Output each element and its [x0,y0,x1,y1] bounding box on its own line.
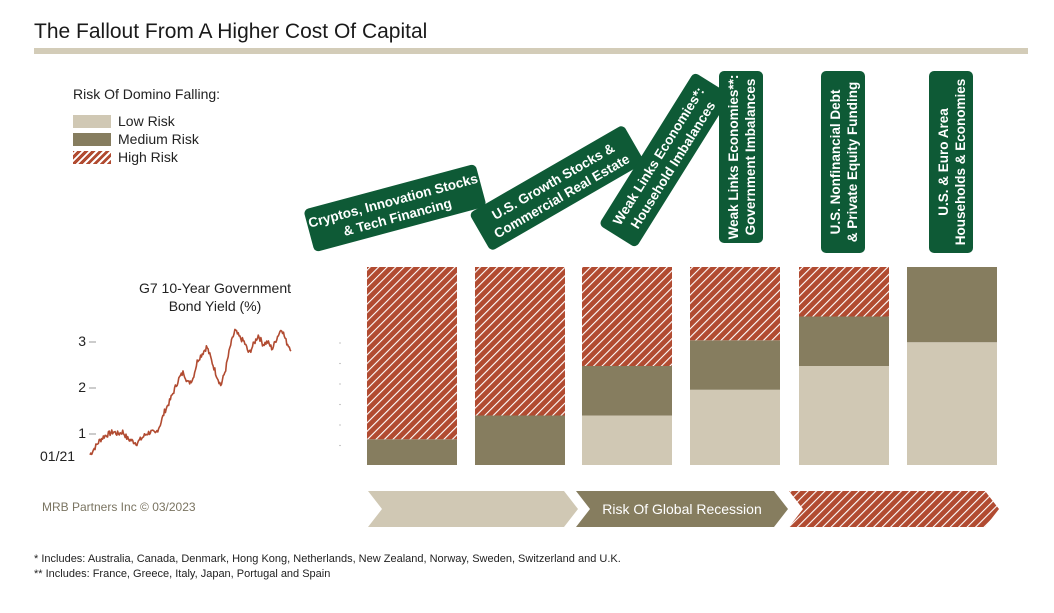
page-title: The Fallout From A Higher Cost Of Capita… [34,20,428,43]
title-rule [34,48,1028,54]
badge-background [304,164,486,252]
legend-label: Medium Risk [118,131,199,147]
legend-label: High Risk [118,149,178,165]
legend-swatch-high [73,150,111,164]
badge-background [929,71,973,253]
axis-dot [339,403,341,406]
ytick-2: 2 [78,379,86,395]
axis-dot [339,383,341,385]
mini-chart-title-line2: Bond Yield (%) [168,298,262,314]
legend-swatch-low [73,114,111,128]
bar-segment-low-6 [907,342,997,465]
legend-item-low: Low Risk [73,113,175,129]
legend-label: Low Risk [118,113,175,129]
bar-segment-medium-4 [690,340,780,390]
bar-segment-high-2 [475,267,565,416]
category-label: Government Imbalances [743,79,758,236]
category-badge-1: Cryptos, Innovation Stocks& Tech Financi… [304,164,486,252]
bar-segment-medium-5 [799,316,889,366]
badge-background [719,71,763,243]
bar-segment-low-3 [582,415,672,465]
category-label: Weak Links Economies**: [726,75,741,240]
category-badge-6: U.S. & Euro Area Households & Economies [929,71,973,253]
axis-dot [339,362,341,365]
bar-segment-high-3 [582,267,672,366]
mini-chart-title: G7 10-Year Government Bond Yield (%) [110,279,320,315]
bar-segment-medium-1 [367,439,457,465]
legend-item-high: High Risk [73,149,178,165]
bar-segment-medium-6 [907,267,997,343]
axis-dot [339,424,341,426]
mini-chart-title-line1: G7 10-Year Government [138,280,291,296]
legend-swatch-medium [73,132,111,146]
bar-segment-high-4 [690,267,780,341]
category-label: Households & Economies [953,79,968,246]
axis-dot [339,342,341,344]
bond-yield-line [89,328,292,456]
ytick-3: 3 [78,333,86,349]
legend-item-medium: Medium Risk [73,131,199,147]
x-start-label: 01/21 [40,448,76,464]
recession-arrow-label: Risk Of Global Recession [602,501,762,517]
ytick-1: 1 [78,425,86,441]
badge-background [600,73,730,247]
recession-arrow-2 [576,491,788,527]
legend-title: Risk Of Domino Falling: [73,86,221,102]
recession-arrow-3 [789,491,999,527]
footnote-1: * Includes: Australia, Canada, Denmark, … [34,553,621,565]
axis-dot [339,444,341,447]
bar-segment-high-5 [799,267,889,317]
recession-arrow-1 [368,491,578,527]
footnote-2: ** Includes: France, Greece, Italy, Japa… [34,568,331,580]
category-badge-5: U.S. Nonfinancial Debt & Private Equity F… [821,71,865,253]
category-label: U.S. Nonfinancial Debt [828,89,843,234]
bar-segment-low-4 [690,389,780,465]
bar-segment-high-1 [367,267,457,440]
bar-segment-medium-3 [582,366,672,416]
credit: MRB Partners Inc © 03/2023 [42,500,196,514]
category-label: & Private Equity Funding [845,82,860,243]
bar-segment-medium-2 [475,415,565,465]
badge-background [821,71,865,253]
bar-segment-low-5 [799,366,889,465]
category-label: U.S. & Euro Area [936,108,951,216]
badge-background [470,126,644,250]
category-badge-4: Weak Links Economies**: Government Imbala… [719,71,763,243]
